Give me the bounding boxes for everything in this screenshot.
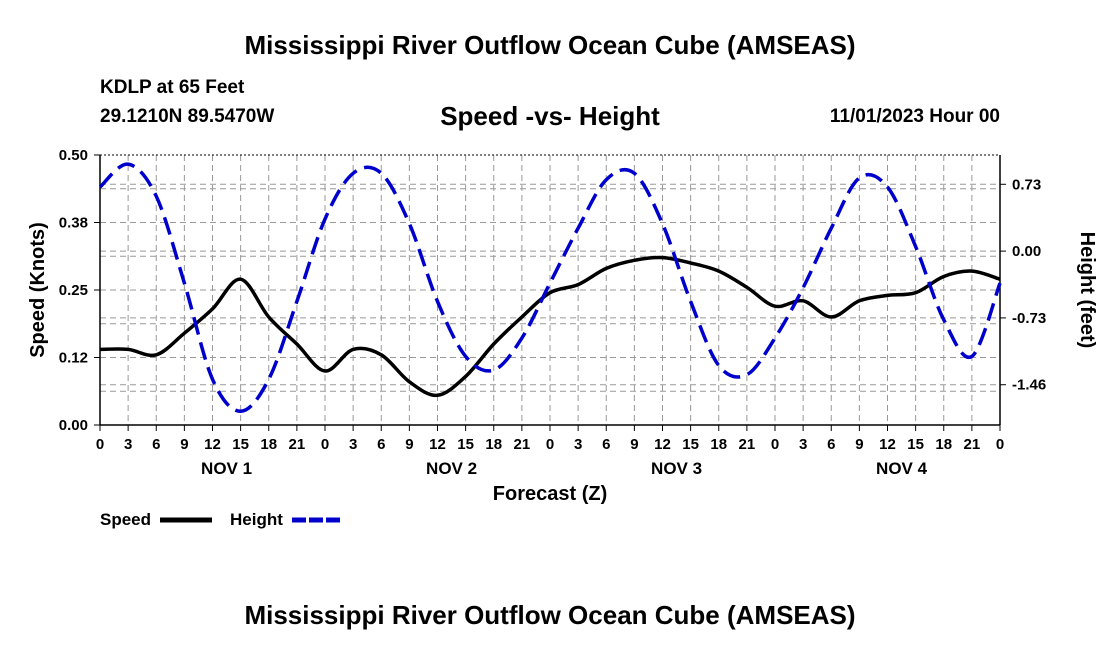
x-tick-label: 3 xyxy=(124,436,132,453)
x-tick-label: 15 xyxy=(682,436,699,453)
x-tick-label: 21 xyxy=(514,436,531,453)
x-tick-label: 6 xyxy=(377,436,385,453)
day-label: NOV 4 xyxy=(876,459,928,478)
y-tick-label-left: 0.25 xyxy=(59,282,88,299)
x-tick-label: 0 xyxy=(321,436,329,453)
height-series-line xyxy=(98,162,1002,414)
day-label: NOV 3 xyxy=(651,459,702,478)
x-tick-label: 18 xyxy=(710,436,727,453)
day-label: NOV 1 xyxy=(201,459,252,478)
x-tick-label: 9 xyxy=(405,436,413,453)
x-tick-label: 21 xyxy=(739,436,756,453)
x-tick-label: 9 xyxy=(855,436,863,453)
y-axis-label-left: Speed (Knots) xyxy=(27,222,49,358)
forecast-datetime: 11/01/2023 Hour 00 xyxy=(829,106,1000,127)
x-tick-label: 6 xyxy=(152,436,160,453)
x-tick-label: 18 xyxy=(260,436,277,453)
chart-title: Mississippi River Outflow Ocean Cube (AM… xyxy=(244,30,856,60)
x-tick-label: 3 xyxy=(574,436,582,453)
x-tick-label: 18 xyxy=(485,436,502,453)
y-tick-label-right: -0.73 xyxy=(1012,310,1046,327)
x-tick-label: 12 xyxy=(879,436,896,453)
y-tick-label-left: 0.38 xyxy=(59,215,88,232)
y-tick-label-right: 0.73 xyxy=(1012,176,1041,193)
x-tick-label: 6 xyxy=(602,436,610,453)
x-tick-label: 12 xyxy=(429,436,446,453)
x-tick-label: 15 xyxy=(907,436,924,453)
chart-subtitle: Speed -vs- Height xyxy=(440,101,660,131)
x-tick-label: 0 xyxy=(96,436,104,453)
speed-series-line xyxy=(99,255,1001,398)
legend-speed-label: Speed xyxy=(100,510,151,529)
y-tick-label-left: 0.12 xyxy=(59,350,88,367)
y-axis-label-right: Height (feet) xyxy=(1076,232,1098,349)
x-tick-label: 3 xyxy=(799,436,807,453)
x-tick-label: 6 xyxy=(827,436,835,453)
y-tick-label-left: 0.50 xyxy=(59,147,88,164)
x-tick-label: 21 xyxy=(964,436,981,453)
x-tick-label: 0 xyxy=(996,436,1004,453)
x-tick-label: 0 xyxy=(771,436,779,453)
x-tick-label: 9 xyxy=(630,436,638,453)
x-tick-label: 9 xyxy=(180,436,188,453)
legend-height-label: Height xyxy=(230,510,283,529)
x-tick-label: 15 xyxy=(232,436,249,453)
x-tick-label: 12 xyxy=(204,436,221,453)
x-tick-label: 0 xyxy=(546,436,554,453)
coordinates-label: 29.1210N 89.5470W xyxy=(100,106,275,127)
x-tick-label: 3 xyxy=(349,436,357,453)
x-tick-label: 18 xyxy=(935,436,952,453)
station-label: KDLP at 65 Feet xyxy=(100,77,245,98)
x-tick-label: 21 xyxy=(289,436,306,453)
y-tick-label-right: -1.46 xyxy=(1012,377,1046,394)
x-tick-label: 12 xyxy=(654,436,671,453)
y-tick-label-right: 0.00 xyxy=(1012,243,1041,260)
x-axis-label: Forecast (Z) xyxy=(493,483,607,505)
y-tick-label-left: 0.00 xyxy=(59,417,88,434)
x-tick-label: 15 xyxy=(457,436,474,453)
day-label: NOV 2 xyxy=(426,459,477,478)
footer-title: Mississippi River Outflow Ocean Cube (AM… xyxy=(244,600,856,630)
